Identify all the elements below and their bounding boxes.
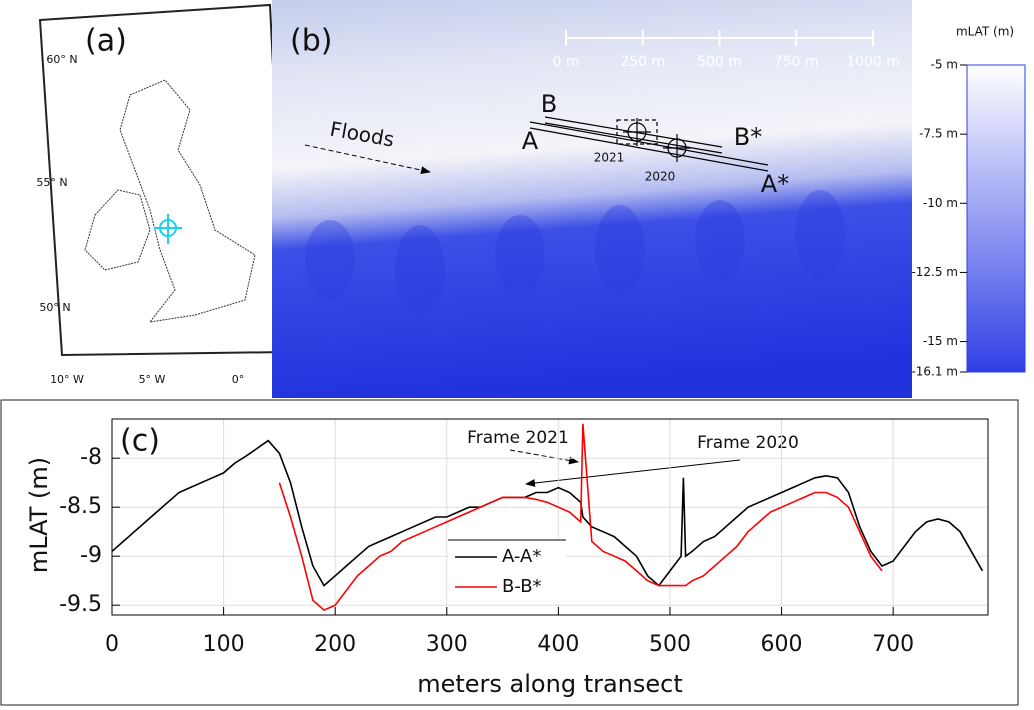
x-tick-label: 500 [649,632,691,657]
data-line [111,439,984,587]
lon-label: 10° W [50,373,84,386]
colorbar-label: -10 m [923,196,958,210]
y-tick-label: -9 [80,543,102,568]
transect-label: B [541,90,557,118]
transect-label: B* [734,123,762,151]
colorbar-title: mLAT (m) [956,25,1014,39]
panel-label: (c) [120,424,160,459]
x-tick-label: 700 [872,632,914,657]
colorbar-label: -5 m [931,58,958,72]
scale-label: 750 m [774,54,819,70]
legend-label: B-B* [502,576,542,597]
colorbar-label: -15 m [923,334,958,348]
y-tick-label: -8.5 [59,494,102,519]
scale-label: 0 m [553,54,580,70]
panel-label: (a) [85,24,127,59]
x-tick-label: 300 [426,632,468,657]
x-tick-label: 100 [203,632,245,657]
legend-label: A-A* [502,546,541,567]
bedform-shading [305,190,845,315]
legend-box [448,540,566,604]
plot-frame [111,418,989,616]
annotation-arrow [525,459,741,487]
transect-label: A* [761,170,789,198]
great-britain [119,79,256,323]
annotation: Frame 2021 [467,428,569,448]
data-line [278,423,883,612]
transects [529,116,769,172]
scale-label: 500 m [697,54,742,70]
y-tick-label: -8 [80,445,102,470]
colorbar [966,64,1026,373]
transect-label: A [522,127,539,155]
flow-arrow [304,144,431,175]
lat-label: 60° N [46,53,77,66]
colorbar-label: -7.5 m [919,127,958,141]
scale-label: 250 m [620,54,665,70]
x-tick-label: 400 [537,632,579,657]
y-tick-label: -9.5 [59,592,102,617]
x-tick-label: 600 [761,632,803,657]
ireland [84,189,151,271]
scale-label: 1000 m [846,54,900,70]
panel-label: (b) [290,24,332,59]
annotation: Frame 2020 [697,433,799,453]
colorbar-label: -12.5 m [911,265,958,279]
x-tick-label: 0 [105,632,119,657]
bathymetry-image [272,0,912,398]
frame-label: 2020 [645,170,676,184]
lat-label: 55° N [36,176,67,189]
x-axis-title: meters along transect [417,670,683,698]
lon-label: 0° [232,373,245,386]
site-marker [154,214,182,244]
annotation-arrow [509,449,579,465]
x-tick-label: 200 [314,632,356,657]
colorbar-label: -16.1 m [911,365,958,379]
lon-label: 5° W [139,373,166,386]
lat-label: 50° N [39,301,70,314]
y-axis-title: mLAT (m) [25,457,53,573]
frame-label: 2021 [594,151,625,165]
